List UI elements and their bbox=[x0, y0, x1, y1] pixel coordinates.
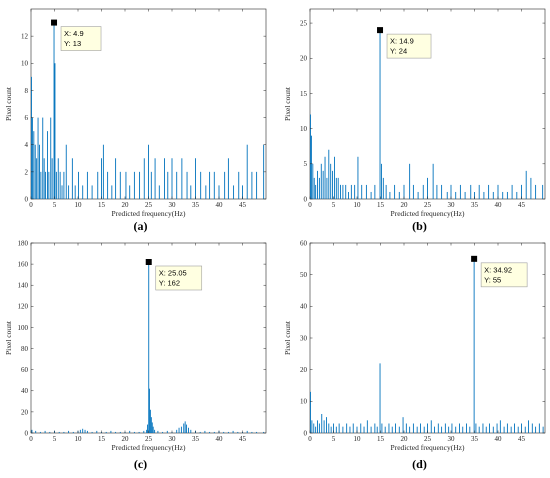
panel-label: (c) bbox=[134, 457, 147, 471]
y-tick-label: 20 bbox=[21, 408, 29, 416]
x-tick-label: 20 bbox=[401, 201, 409, 209]
chart-panel-1: 0 5 10 15 20 25 30 35 40 45 0 2 4 6 8 10 12 Predicted fre… bbox=[4, 9, 266, 233]
x-tick-label: 10 bbox=[75, 201, 83, 209]
y-tick-label: 25 bbox=[300, 19, 308, 27]
x-tick-label: 45 bbox=[518, 435, 526, 443]
x-tick-label: 35 bbox=[192, 435, 200, 443]
x-tick-label: 45 bbox=[239, 435, 247, 443]
x-tick-label: 40 bbox=[495, 201, 503, 209]
peak-marker bbox=[146, 259, 152, 265]
x-tick-label: 0 bbox=[29, 201, 33, 209]
x-tick-label: 15 bbox=[377, 201, 385, 209]
y-tick-label: 20 bbox=[300, 366, 308, 374]
datatip-y: Y: 55 bbox=[484, 275, 501, 284]
x-tick-label: 25 bbox=[145, 201, 153, 209]
y-axis-label: Pixel count bbox=[283, 320, 292, 355]
panel-label: (a) bbox=[134, 219, 148, 233]
x-tick-label: 40 bbox=[216, 201, 224, 209]
y-tick-label: 80 bbox=[21, 345, 29, 353]
x-tick-label: 0 bbox=[29, 435, 33, 443]
datatip-x: X: 34.92 bbox=[484, 265, 512, 274]
peak-marker bbox=[51, 20, 57, 26]
y-tick-label: 0 bbox=[25, 195, 29, 203]
x-tick-label: 15 bbox=[98, 201, 106, 209]
y-tick-label: 2 bbox=[25, 168, 29, 176]
x-axis-label: Predicted frequency(Hz) bbox=[112, 209, 186, 218]
x-tick-label: 20 bbox=[401, 435, 409, 443]
y-tick-label: 40 bbox=[300, 303, 308, 311]
x-tick-label: 5 bbox=[332, 435, 336, 443]
panel-label: (d) bbox=[412, 457, 427, 471]
x-tick-label: 25 bbox=[424, 435, 432, 443]
x-tick-label: 30 bbox=[169, 435, 177, 443]
y-tick-label: 180 bbox=[18, 239, 29, 247]
datatip-x: X: 25.05 bbox=[159, 269, 187, 278]
x-axis-label: Predicted frequency(Hz) bbox=[391, 443, 465, 452]
y-tick-label: 12 bbox=[21, 33, 29, 41]
panel-label: (b) bbox=[412, 219, 427, 233]
x-tick-label: 5 bbox=[53, 435, 57, 443]
y-tick-label: 60 bbox=[300, 239, 308, 247]
x-tick-label: 30 bbox=[169, 201, 177, 209]
y-tick-label: 8 bbox=[25, 87, 29, 95]
y-tick-label: 120 bbox=[18, 303, 29, 311]
y-tick-label: 50 bbox=[300, 271, 308, 279]
x-tick-label: 40 bbox=[216, 435, 224, 443]
x-tick-label: 15 bbox=[377, 435, 385, 443]
datatip-y: Y: 13 bbox=[64, 39, 81, 48]
x-tick-label: 35 bbox=[192, 201, 200, 209]
y-tick-label: 0 bbox=[304, 195, 308, 203]
y-tick-label: 30 bbox=[300, 334, 308, 342]
y-tick-label: 20 bbox=[300, 55, 308, 63]
y-tick-label: 5 bbox=[304, 160, 308, 168]
x-tick-label: 5 bbox=[53, 201, 57, 209]
x-tick-label: 45 bbox=[239, 201, 247, 209]
y-tick-label: 10 bbox=[300, 125, 308, 133]
x-tick-label: 45 bbox=[518, 201, 526, 209]
x-tick-label: 30 bbox=[448, 435, 456, 443]
y-tick-label: 140 bbox=[18, 282, 29, 290]
chart-panel-4: 0 5 10 15 20 25 30 35 40 45 0 10 20 30 40 50 60 Predicted… bbox=[283, 239, 545, 471]
peak-marker bbox=[471, 256, 477, 262]
x-tick-label: 25 bbox=[145, 435, 153, 443]
datatip-x: X: 14.9 bbox=[390, 37, 414, 46]
y-tick-label: 40 bbox=[21, 387, 29, 395]
y-tick-label: 0 bbox=[25, 429, 29, 437]
y-axis-label: Pixel count bbox=[4, 86, 13, 121]
y-tick-label: 15 bbox=[300, 90, 308, 98]
x-tick-label: 0 bbox=[308, 435, 312, 443]
x-tick-label: 35 bbox=[471, 201, 479, 209]
y-tick-label: 10 bbox=[21, 60, 29, 68]
y-tick-label: 6 bbox=[25, 114, 29, 122]
datatip-y: Y: 24 bbox=[390, 47, 407, 56]
x-tick-label: 20 bbox=[122, 201, 130, 209]
x-tick-label: 5 bbox=[332, 201, 336, 209]
y-tick-label: 10 bbox=[300, 398, 308, 406]
peak-marker bbox=[377, 27, 383, 33]
y-axis-label: Pixel count bbox=[4, 320, 13, 355]
x-tick-label: 0 bbox=[308, 201, 312, 209]
y-tick-label: 4 bbox=[25, 141, 29, 149]
x-tick-label: 10 bbox=[75, 435, 83, 443]
x-tick-label: 35 bbox=[471, 435, 479, 443]
x-tick-label: 25 bbox=[424, 201, 432, 209]
y-tick-label: 0 bbox=[304, 429, 308, 437]
x-axis-label: Predicted frequency(Hz) bbox=[391, 209, 465, 218]
datatip-y: Y: 162 bbox=[159, 279, 180, 288]
x-axis-label: Predicted frequency(Hz) bbox=[112, 443, 186, 452]
y-tick-label: 60 bbox=[21, 366, 29, 374]
x-tick-label: 15 bbox=[98, 435, 106, 443]
y-tick-label: 160 bbox=[18, 261, 29, 269]
x-tick-label: 10 bbox=[354, 201, 362, 209]
y-tick-label: 100 bbox=[18, 324, 29, 332]
datatip-x: X: 4.9 bbox=[64, 29, 84, 38]
x-tick-label: 20 bbox=[122, 435, 130, 443]
x-tick-label: 30 bbox=[448, 201, 456, 209]
x-tick-label: 10 bbox=[354, 435, 362, 443]
x-tick-label: 40 bbox=[495, 435, 503, 443]
chart-panel-3: 0 5 10 15 20 25 30 35 40 45 0 20 40 60 80 100 120 140 160 1… bbox=[4, 239, 266, 471]
y-axis-label: Pixel count bbox=[283, 86, 292, 121]
